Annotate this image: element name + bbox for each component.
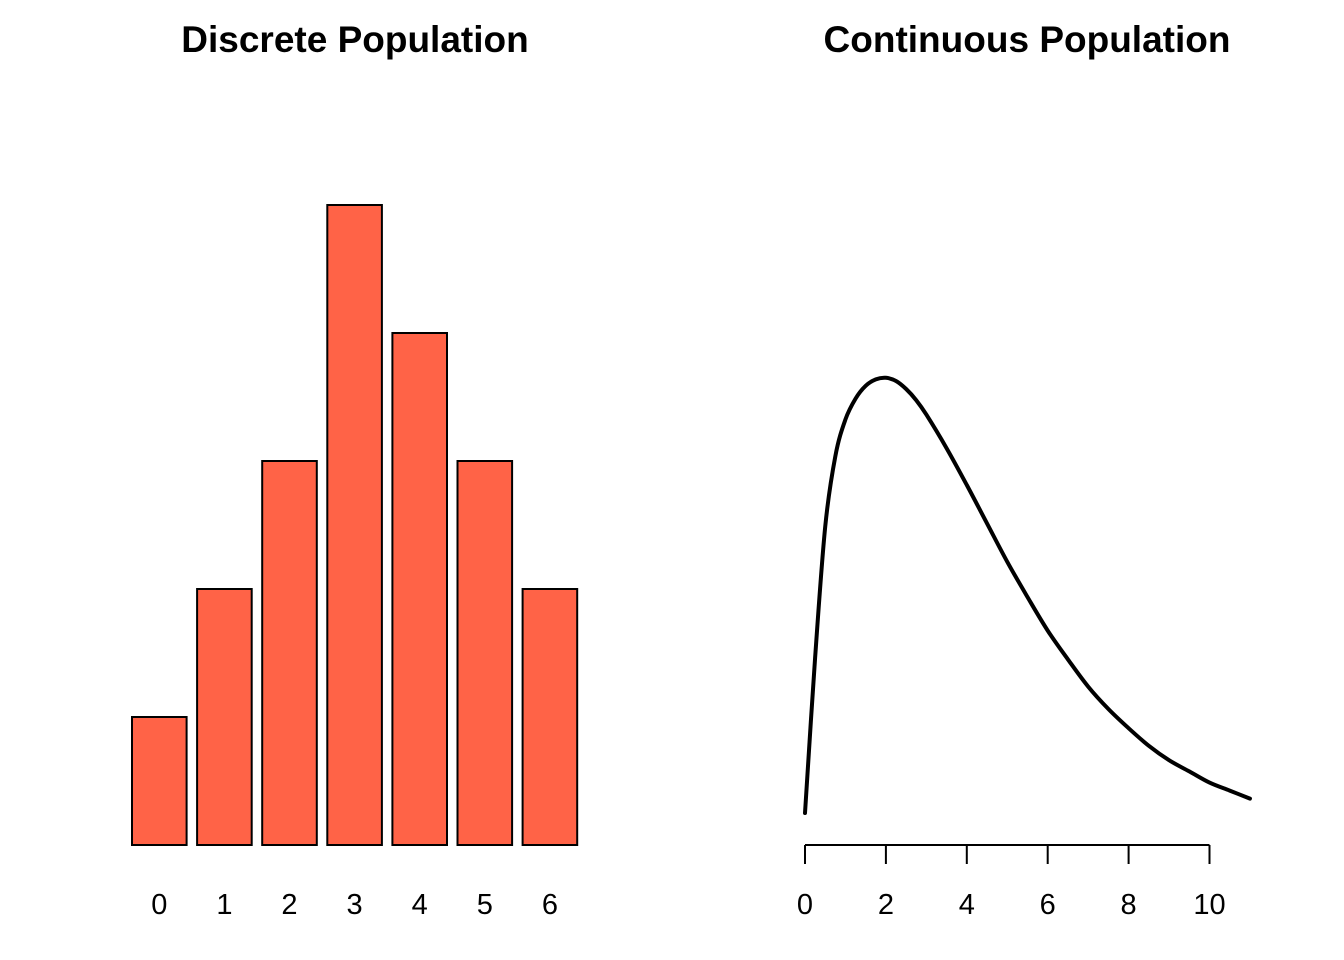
bar-label-6: 6: [542, 889, 558, 921]
bar-tick-labels: 0 1 2 3 4 5 6: [151, 889, 558, 921]
bar-6: [521, 588, 579, 846]
bar-2: [261, 460, 318, 846]
bar-1: [196, 588, 253, 846]
bar-5: [456, 460, 514, 846]
x-tick-label-8: 8: [1121, 889, 1137, 921]
x-axis-ticks: 0 2 4 6 8 10: [797, 845, 1226, 921]
bar-label-4: 4: [412, 889, 428, 921]
bar-0: [131, 716, 188, 846]
bar-label-5: 5: [477, 889, 493, 921]
x-tick-label-4: 4: [959, 889, 975, 921]
continuous-chart-title: Continuous Population: [824, 19, 1231, 60]
discrete-chart-title: Discrete Population: [181, 19, 528, 60]
bar-label-2: 2: [281, 889, 297, 921]
x-tick-label-10: 10: [1193, 889, 1225, 921]
bar-group: [131, 204, 579, 846]
discrete-population-panel: Discrete Population 0 1 2 3 4 5 6: [131, 19, 579, 921]
x-tick-label-2: 2: [878, 889, 894, 921]
x-tick-label-0: 0: [797, 889, 813, 921]
bar-3: [326, 204, 383, 846]
bar-label-1: 1: [216, 889, 232, 921]
x-tick-label-6: 6: [1040, 889, 1056, 921]
continuous-population-panel: Continuous Population 0 2 4 6 8 10: [797, 19, 1252, 921]
bar-label-3: 3: [347, 889, 363, 921]
density-curve: [803, 375, 1252, 815]
bar-label-0: 0: [151, 889, 167, 921]
bar-4: [391, 332, 448, 846]
